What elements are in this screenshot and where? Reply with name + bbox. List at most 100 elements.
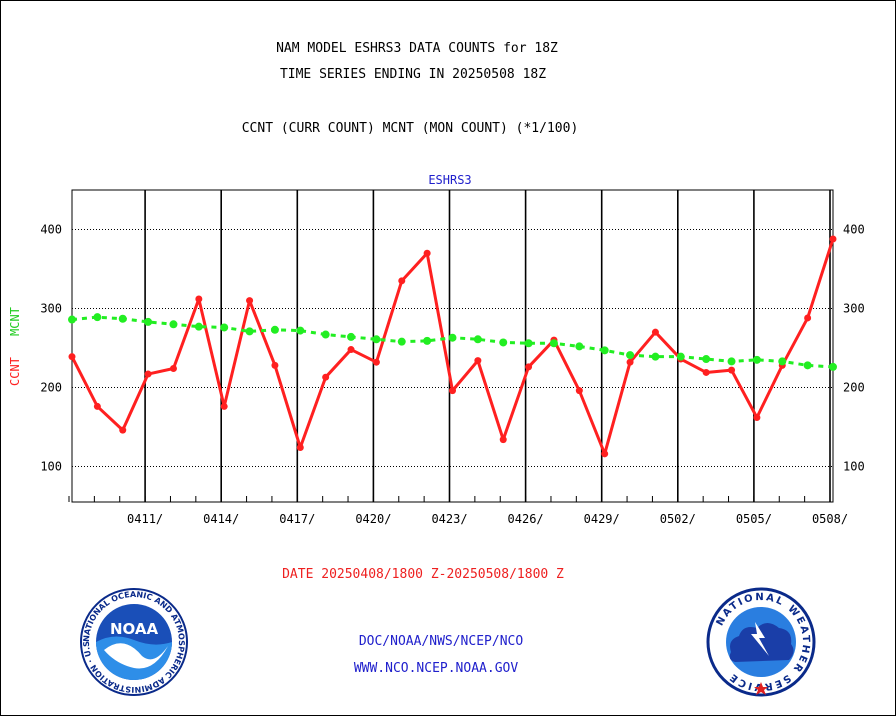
y-axis-label-ccnt: CCNT bbox=[8, 357, 22, 386]
data-point-ccnt bbox=[651, 328, 659, 336]
data-point-mcnt bbox=[727, 357, 736, 366]
data-point-mcnt bbox=[220, 323, 229, 332]
x-tick-label: 0417/ bbox=[279, 512, 315, 526]
data-point-mcnt bbox=[68, 315, 76, 324]
header-line-2: TIME SERIES ENDING IN 20250508 18Z bbox=[280, 67, 546, 82]
x-tick-label: 0420/ bbox=[355, 512, 391, 526]
data-point-mcnt bbox=[144, 317, 153, 326]
plot-area: 100 200 300 400 100 200 300 400 0411/0414/0417… bbox=[40, 189, 865, 526]
data-point-mcnt bbox=[829, 362, 837, 371]
org-label: DOC/NOAA/NWS/NCEP/NCO bbox=[359, 634, 524, 649]
y-tick-label: 400 bbox=[40, 222, 62, 236]
data-point-mcnt bbox=[473, 335, 482, 344]
x-tick-labels: 0411/0414/0417/0420/0423/0426/0429/0502/… bbox=[127, 512, 848, 526]
data-point-ccnt bbox=[702, 368, 710, 376]
noaa-text: NOAA bbox=[110, 620, 159, 638]
header-line-1: NAM MODEL ESHRS3 DATA COUNTS for 18Z bbox=[276, 41, 558, 56]
data-point-ccnt bbox=[93, 402, 101, 410]
y-tick-labels-left: 100 200 300 400 bbox=[40, 222, 62, 473]
data-point-ccnt bbox=[398, 277, 406, 285]
y-axis-label: CCNT MCNT bbox=[8, 307, 22, 386]
date-range-label: DATE 20250408/1800 Z-20250508/1800 Z bbox=[282, 567, 564, 582]
y-tick-labels-right: 100 200 300 400 bbox=[843, 222, 865, 473]
data-point-ccnt bbox=[499, 436, 507, 444]
data-point-mcnt bbox=[321, 330, 330, 339]
data-point-mcnt bbox=[448, 333, 457, 342]
data-point-mcnt bbox=[397, 337, 406, 346]
data-point-mcnt bbox=[245, 327, 254, 336]
data-point-mcnt bbox=[651, 352, 660, 361]
data-point-ccnt bbox=[829, 235, 837, 243]
x-tick-label: 0429/ bbox=[584, 512, 620, 526]
url-link[interactable]: WWW.NCO.NCEP.NOAA.GOV bbox=[354, 661, 519, 676]
vertical-gridlines bbox=[68, 190, 831, 502]
data-point-mcnt bbox=[778, 357, 787, 366]
data-point-ccnt bbox=[601, 450, 609, 458]
data-point-ccnt bbox=[423, 249, 431, 257]
plot-border bbox=[71, 189, 834, 503]
y-tick-label: 300 bbox=[843, 301, 865, 315]
data-point-ccnt bbox=[169, 365, 177, 373]
data-point-ccnt bbox=[195, 295, 203, 303]
data-point-ccnt bbox=[575, 387, 583, 395]
data-point-mcnt bbox=[702, 355, 711, 364]
data-point-ccnt bbox=[246, 297, 254, 305]
y-tick-label: 100 bbox=[843, 459, 865, 473]
data-point-ccnt bbox=[322, 373, 330, 381]
data-point-ccnt bbox=[525, 363, 533, 371]
x-tick-label: 0423/ bbox=[431, 512, 467, 526]
data-point-mcnt bbox=[549, 339, 558, 348]
data-point-ccnt bbox=[804, 314, 812, 322]
data-point-mcnt bbox=[803, 361, 812, 370]
series-line-ccnt bbox=[70, 238, 835, 456]
data-point-ccnt bbox=[626, 358, 634, 366]
series-layer bbox=[68, 235, 837, 458]
x-tick-label: 0426/ bbox=[508, 512, 544, 526]
data-point-ccnt bbox=[271, 361, 279, 369]
data-point-ccnt bbox=[220, 402, 228, 410]
data-point-ccnt bbox=[753, 413, 761, 421]
data-point-ccnt bbox=[728, 366, 736, 374]
y-tick-label: 300 bbox=[40, 301, 62, 315]
data-point-mcnt bbox=[575, 342, 584, 351]
data-point-mcnt bbox=[296, 326, 305, 335]
data-point-ccnt bbox=[449, 387, 456, 395]
data-point-mcnt bbox=[600, 346, 609, 355]
data-point-mcnt bbox=[347, 332, 356, 341]
data-point-mcnt bbox=[626, 351, 635, 360]
nws-logo: NATIONAL WEATHER SERVICE bbox=[706, 587, 816, 697]
data-point-ccnt bbox=[372, 358, 380, 366]
data-point-ccnt bbox=[68, 353, 76, 361]
y-tick-label: 400 bbox=[843, 222, 865, 236]
x-tick-label: 0414/ bbox=[203, 512, 239, 526]
data-point-mcnt bbox=[93, 313, 102, 322]
y-tick-label: 100 bbox=[40, 459, 62, 473]
x-tick-label: 0508/ bbox=[812, 512, 848, 526]
noaa-logo: NATIONAL OCEANIC AND ATMOSPHERIC ADMINIS… bbox=[80, 588, 188, 696]
series-line-mcnt bbox=[71, 315, 834, 369]
data-point-ccnt bbox=[296, 443, 304, 451]
y-tick-label: 200 bbox=[843, 380, 865, 394]
data-point-mcnt bbox=[270, 325, 279, 334]
series-ccnt bbox=[68, 235, 837, 458]
data-point-mcnt bbox=[169, 320, 178, 329]
horizontal-gridlines bbox=[72, 228, 833, 467]
data-point-mcnt bbox=[372, 335, 381, 344]
header-line-3: CCNT (CURR COUNT) MCNT (MON COUNT) (*1/1… bbox=[242, 121, 579, 136]
y-axis-label-mcnt: MCNT bbox=[8, 307, 22, 336]
data-point-mcnt bbox=[118, 314, 127, 323]
data-point-mcnt bbox=[524, 339, 533, 348]
panel-title: ESHRS3 bbox=[428, 173, 471, 187]
data-point-mcnt bbox=[194, 322, 203, 331]
data-point-mcnt bbox=[423, 336, 432, 345]
data-point-ccnt bbox=[347, 346, 355, 354]
data-point-ccnt bbox=[144, 370, 152, 378]
data-point-mcnt bbox=[499, 338, 508, 347]
data-point-ccnt bbox=[119, 426, 127, 434]
series-mcnt bbox=[68, 313, 837, 371]
x-tick-label: 0411/ bbox=[127, 512, 163, 526]
x-tick-label: 0502/ bbox=[660, 512, 696, 526]
y-tick-label: 200 bbox=[40, 380, 62, 394]
data-point-ccnt bbox=[474, 357, 482, 365]
